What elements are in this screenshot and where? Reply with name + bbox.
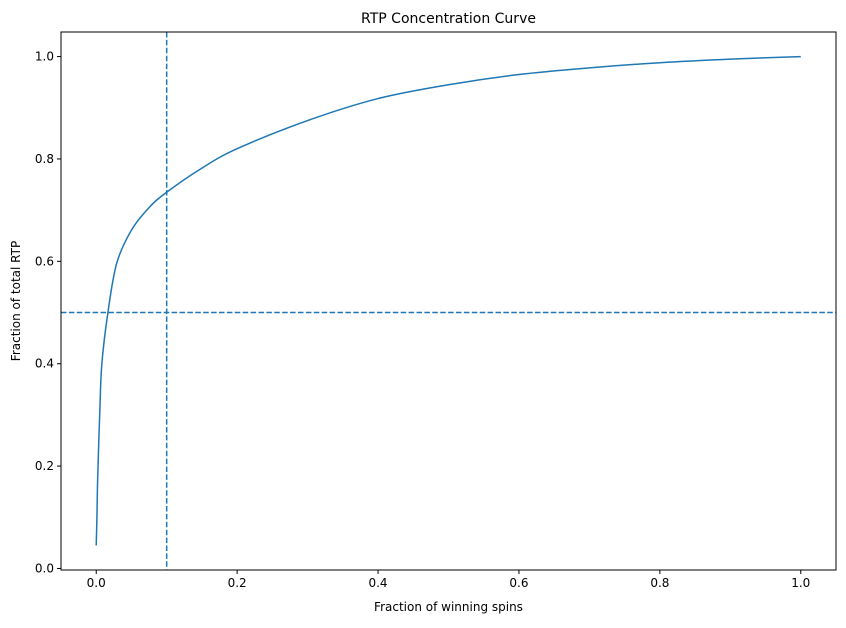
y-axis-label: Fraction of total RTP — [9, 241, 23, 361]
y-tick-label: 0.2 — [35, 459, 54, 473]
chart-title: RTP Concentration Curve — [361, 11, 536, 27]
x-tick-label: 0.8 — [650, 576, 669, 590]
y-tick-label: 0.0 — [35, 561, 54, 575]
x-tick-label: 0.4 — [368, 576, 387, 590]
x-tick-label: 0.0 — [87, 576, 106, 590]
plot-area: 0.0 0.2 0.4 0.6 0.8 1.0 0.0 0.2 0.4 0.6 0.8 1.0 — [35, 32, 836, 590]
series-line — [95, 55, 801, 546]
y-tick-label: 1.0 — [35, 50, 54, 64]
x-tick-label: 1.0 — [791, 576, 810, 590]
x-tick-label: 0.2 — [228, 576, 247, 590]
y-tick-label: 0.4 — [35, 357, 54, 371]
x-axis-label: Fraction of winning spins — [374, 600, 523, 614]
y-tick-label: 0.8 — [35, 152, 54, 166]
axes-frame — [60, 31, 837, 571]
y-tick-label: 0.6 — [35, 254, 54, 268]
x-tick-label: 0.6 — [509, 576, 528, 590]
